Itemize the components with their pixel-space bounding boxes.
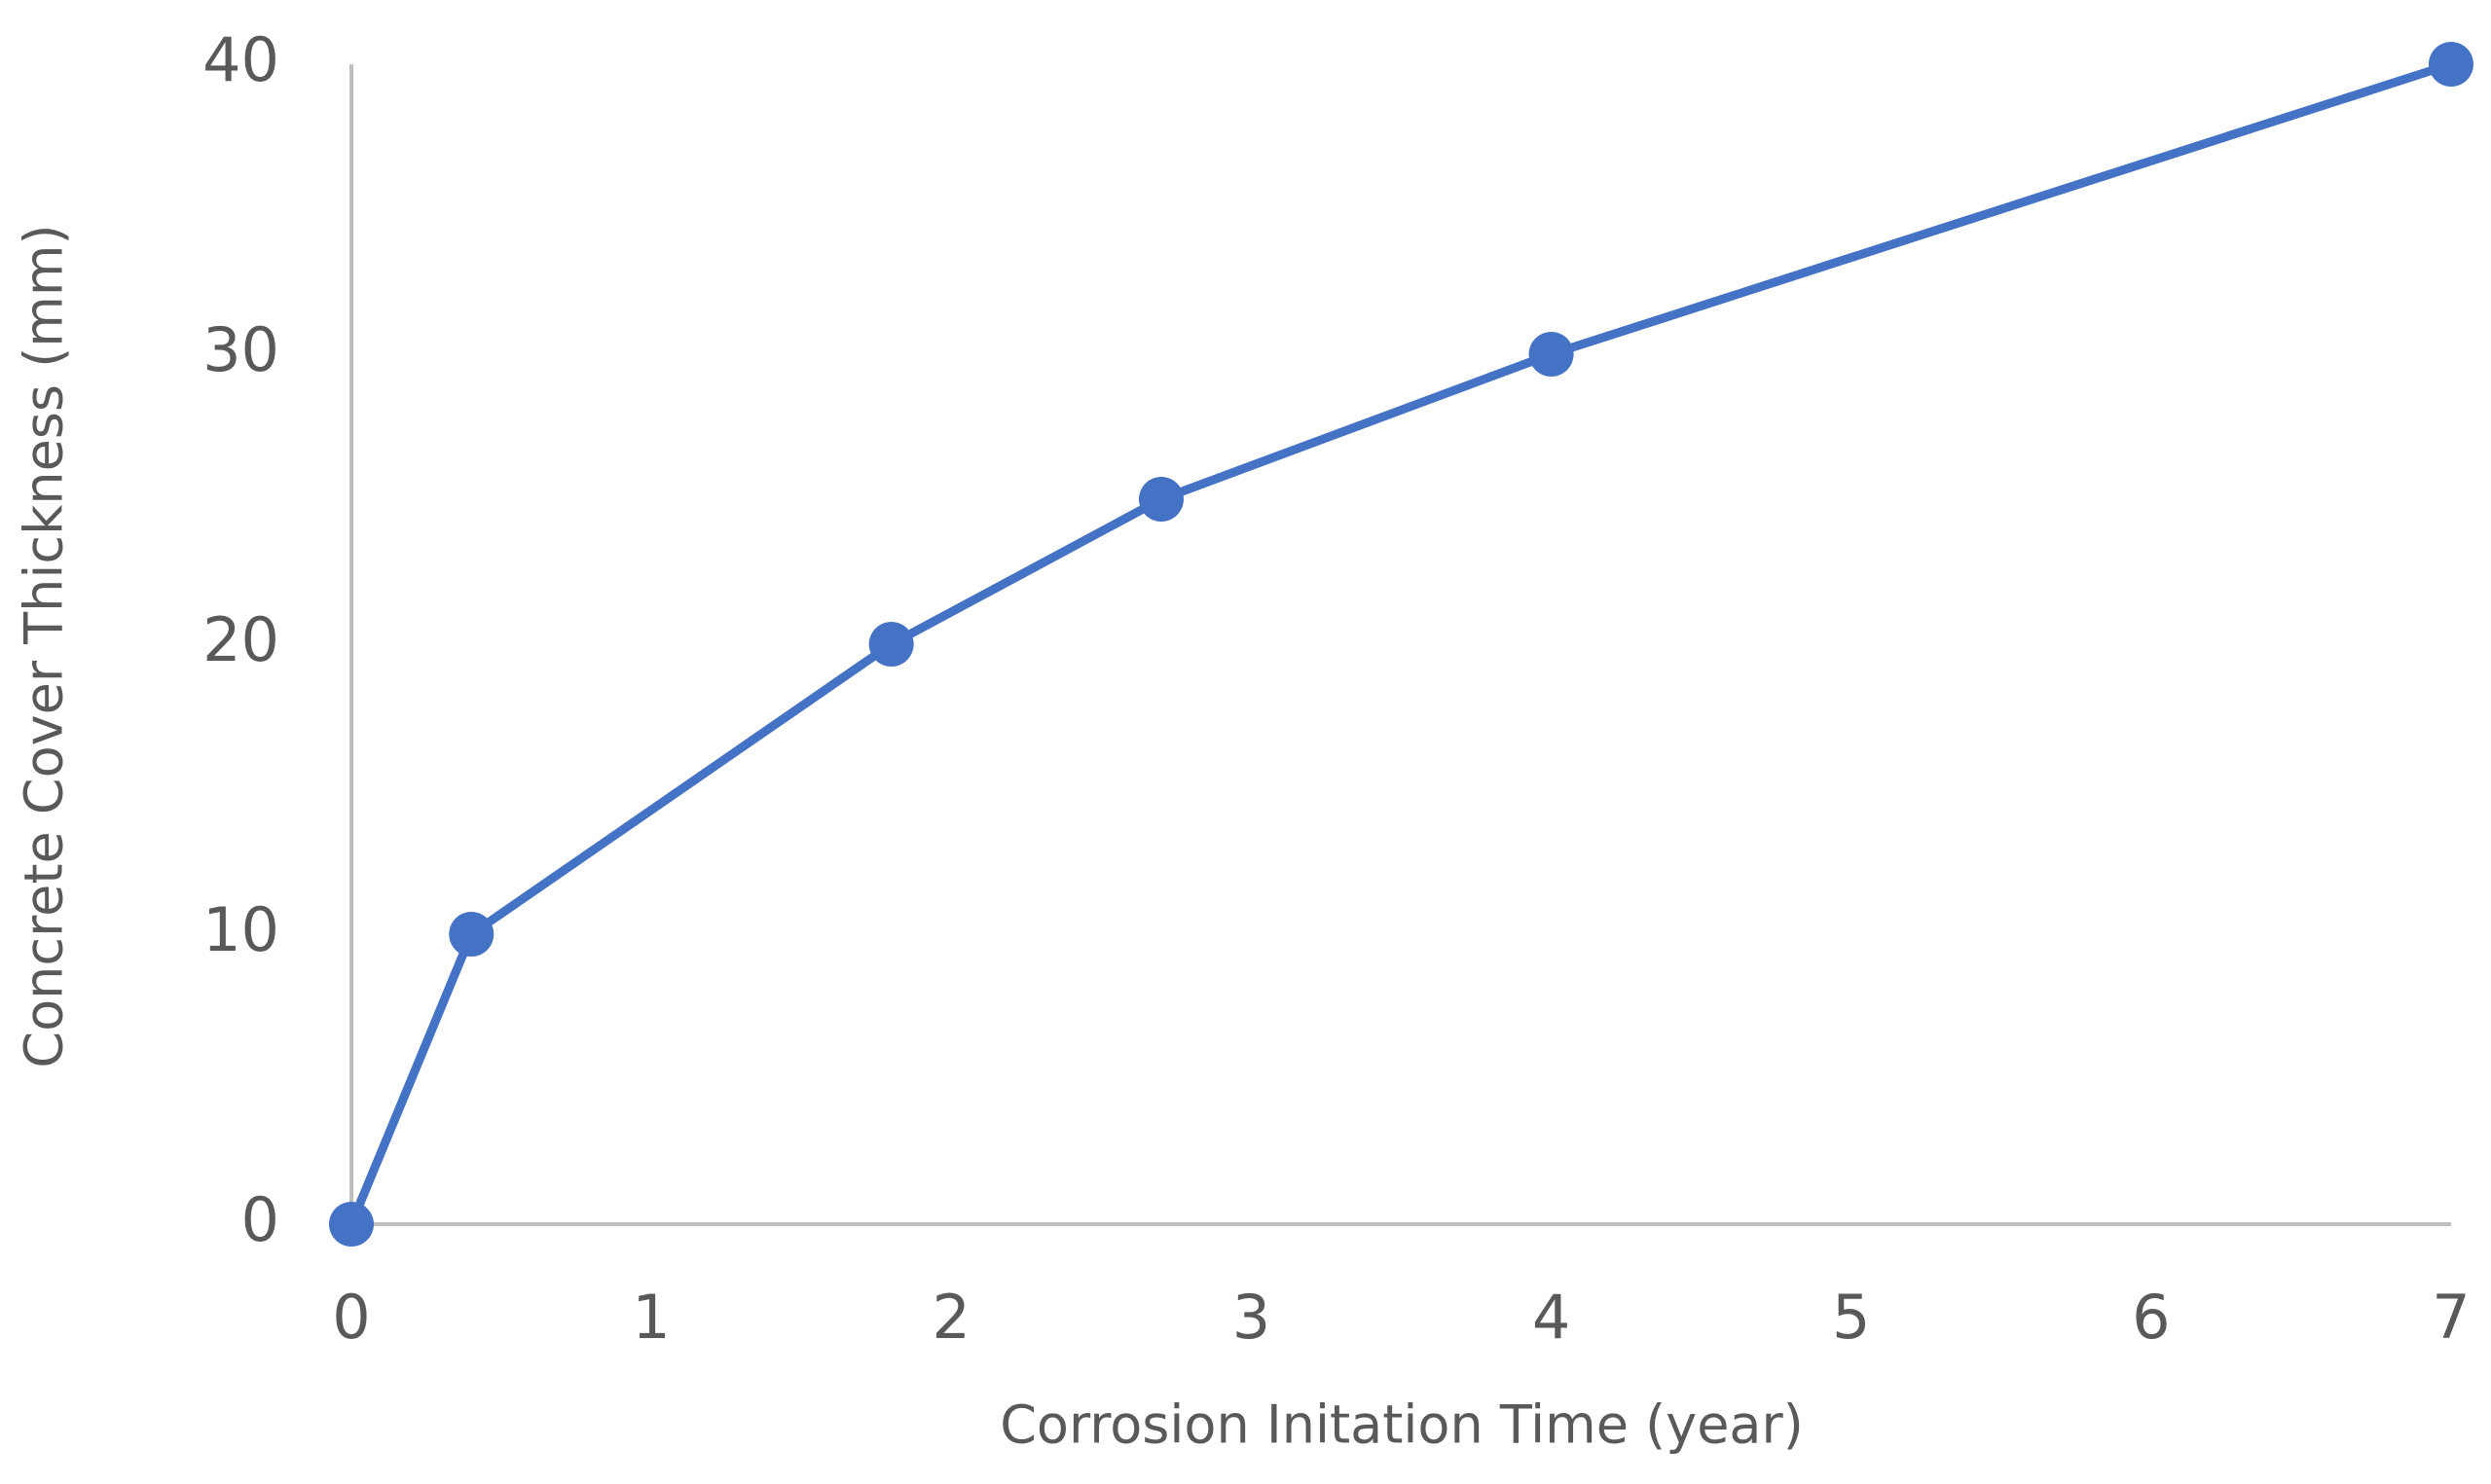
x-tick-label: 7 xyxy=(2432,1282,2470,1353)
x-tick-label: 5 xyxy=(1832,1282,1870,1353)
y-tick-label: 0 xyxy=(241,1184,279,1255)
marker xyxy=(329,1202,374,1247)
marker xyxy=(1138,477,1184,522)
y-tick-label: 20 xyxy=(202,604,279,675)
x-axis-title: Corrosion Initation Time (year) xyxy=(1000,1394,1804,1456)
y-tick-label: 40 xyxy=(202,24,279,95)
marker xyxy=(868,622,914,667)
series-line xyxy=(347,59,2453,1226)
y-tick-label: 10 xyxy=(202,894,279,965)
y-axis-title: Concrete Cover Thickness (mm) xyxy=(14,224,75,1068)
x-tick-label: 4 xyxy=(1532,1282,1570,1353)
marker xyxy=(1528,332,1574,377)
x-tick-label: 1 xyxy=(632,1282,670,1353)
x-tick-label: 0 xyxy=(332,1282,370,1353)
x-tick-label: 2 xyxy=(933,1282,971,1353)
marker xyxy=(449,912,495,957)
y-tick-label: 30 xyxy=(202,314,279,385)
marker xyxy=(2429,42,2473,87)
x-tick-label: 3 xyxy=(1232,1282,1270,1353)
x-tick-label: 6 xyxy=(2132,1282,2170,1353)
